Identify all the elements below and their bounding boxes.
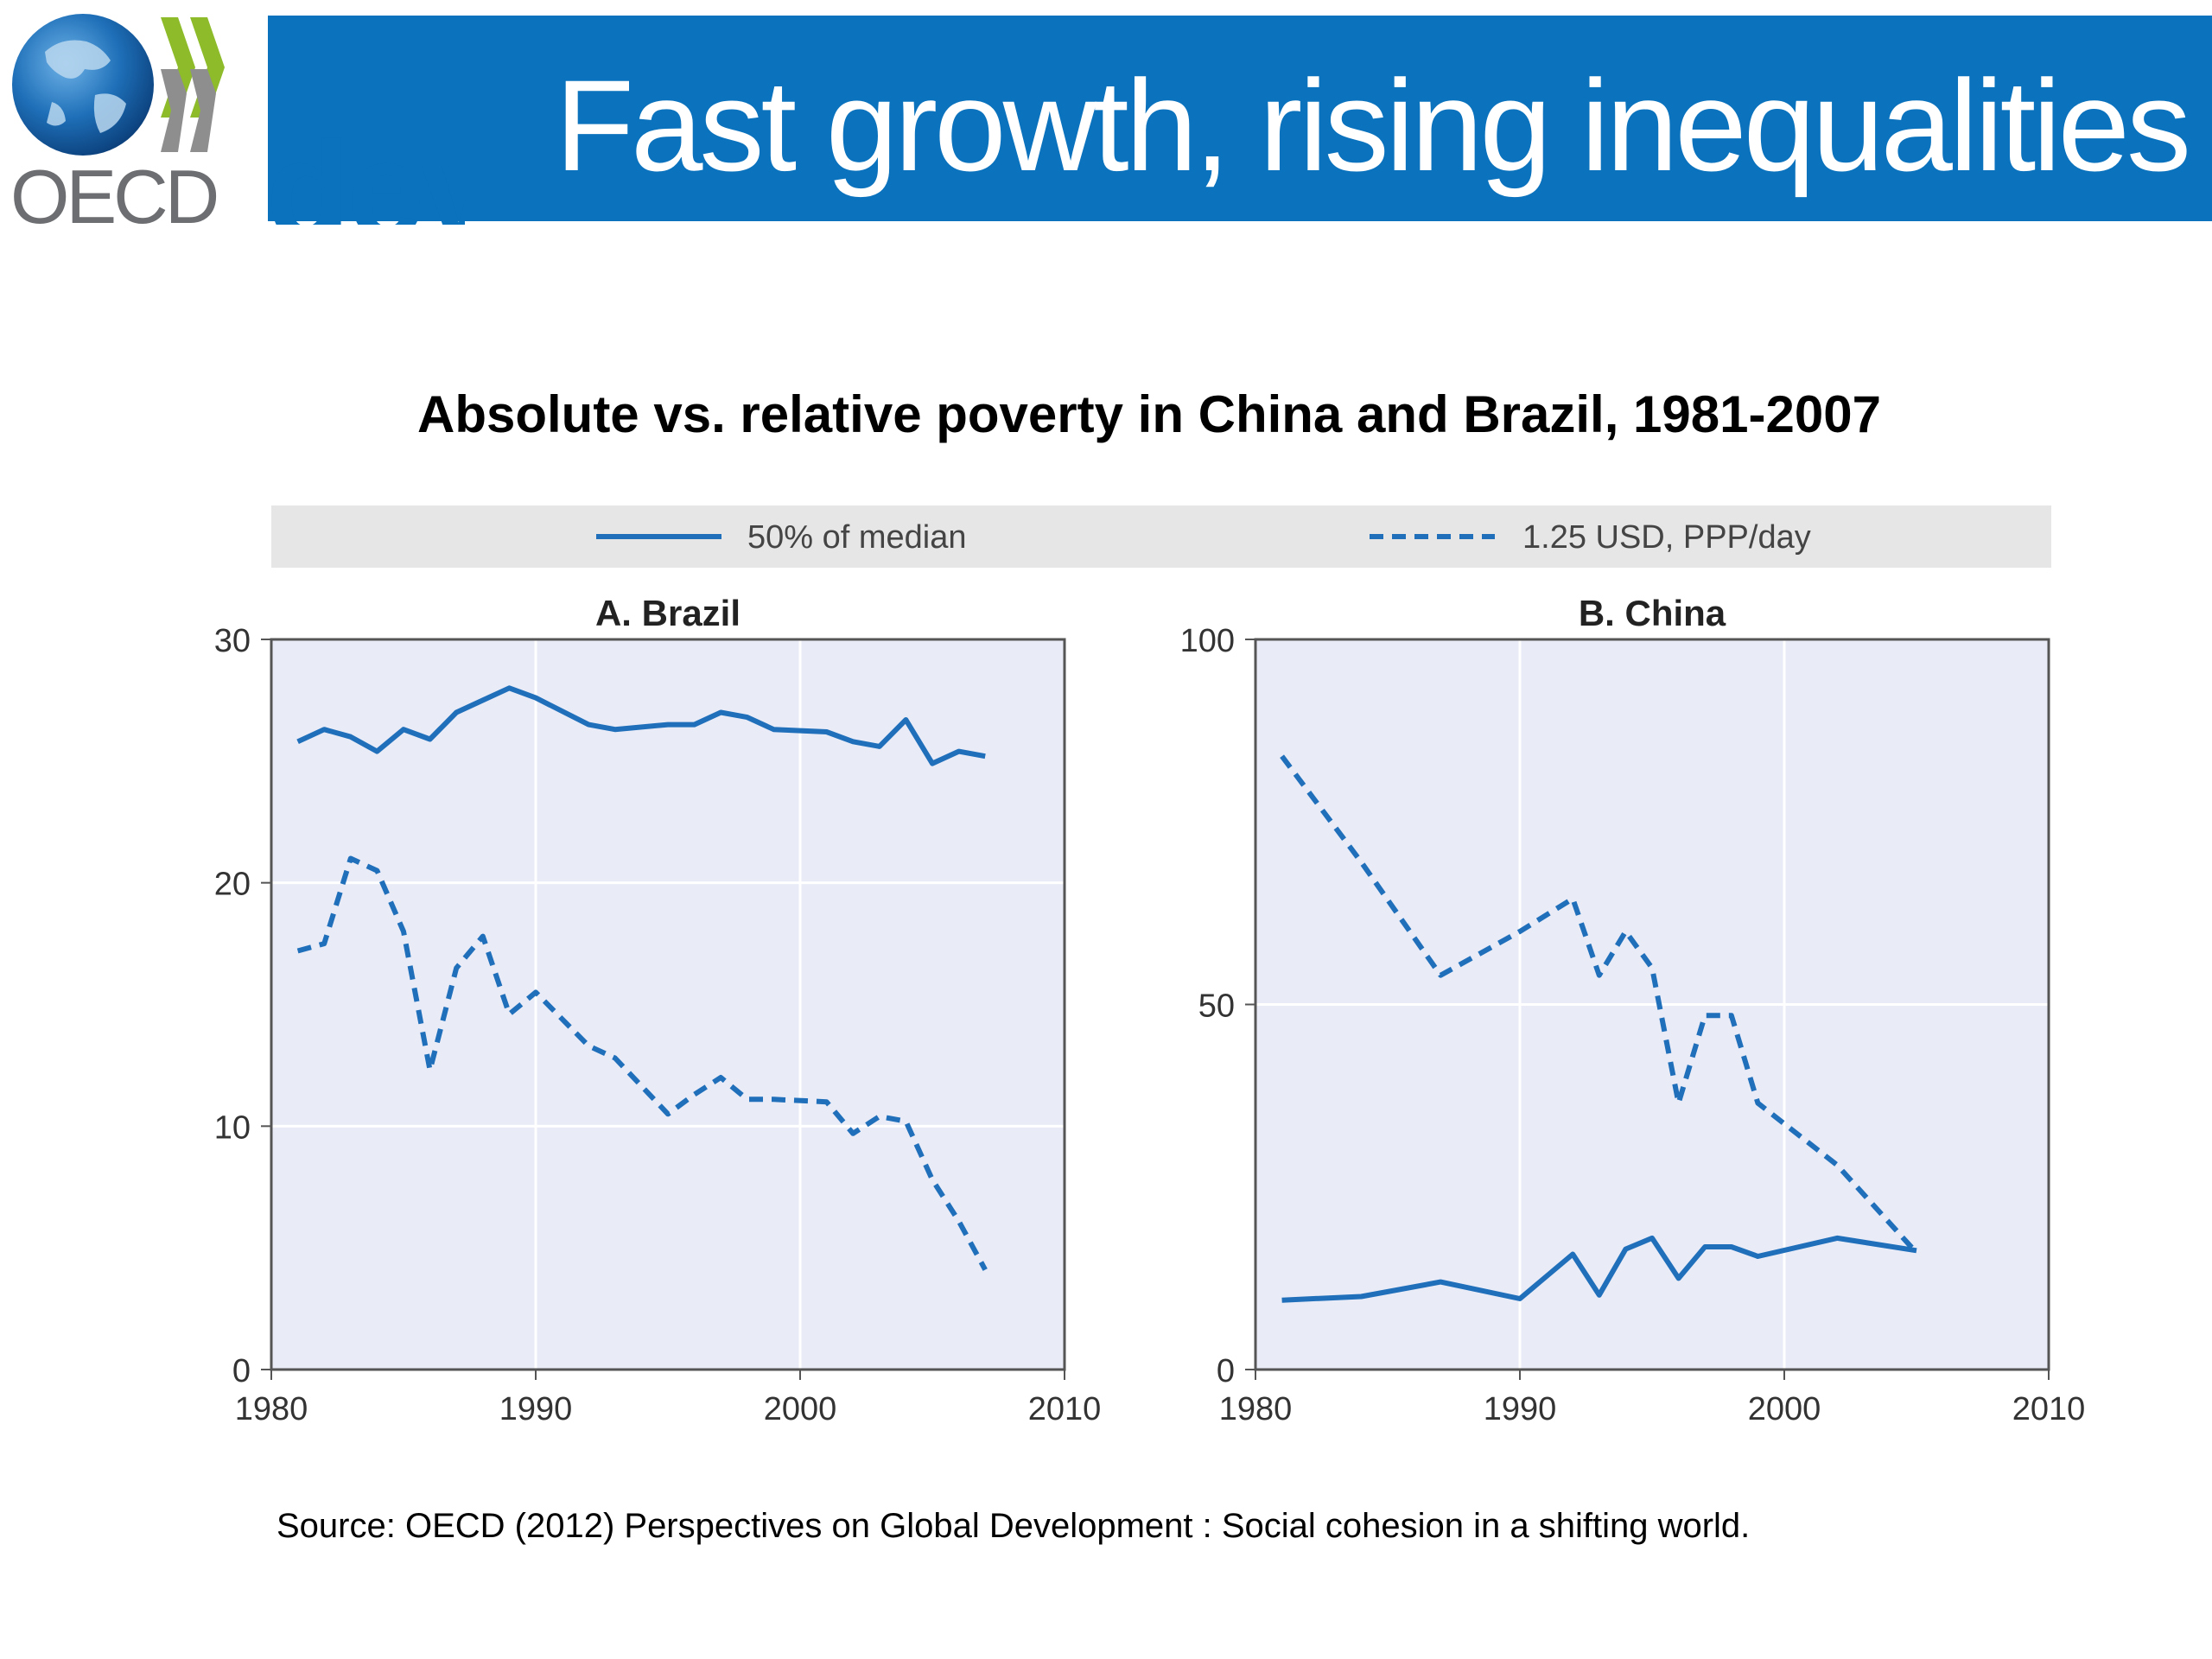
x-tick-label: 2010: [2012, 1391, 2086, 1427]
y-tick-label: 10: [214, 1109, 251, 1146]
y-tick-label: 20: [214, 867, 251, 903]
chevron-icon: [190, 69, 216, 152]
legend-label: 1.25 USD, PPP/day: [1522, 519, 1811, 556]
plot-area: [271, 639, 1065, 1370]
x-tick-label: 1980: [1219, 1391, 1293, 1427]
y-tick-label: 0: [232, 1353, 251, 1389]
x-tick-label: 2010: [1028, 1391, 1102, 1427]
plot-frame: [270, 638, 1066, 1371]
chart-panel-china: 1980 1990 2000 2010 0 50 100 B. China: [1180, 593, 2086, 1427]
y-tick-label: 100: [1180, 623, 1235, 659]
x-tick-label: 1990: [1484, 1391, 1557, 1427]
source-note: Source: OECD (2012) Perspectives on Glob…: [276, 1507, 1751, 1545]
x-tick-label: 2000: [764, 1391, 837, 1427]
plot-frame: [1254, 638, 2050, 1371]
x-tick-label: 1990: [499, 1391, 573, 1427]
panel-title: B. China: [1579, 593, 1726, 633]
chevron-icon: [161, 69, 187, 152]
chart-title: Absolute vs. relative poverty in China a…: [417, 385, 1881, 443]
y-tick-label: 0: [1217, 1353, 1235, 1389]
x-tick-label: 1980: [235, 1391, 308, 1427]
dev-wordmark: dev: [266, 121, 465, 225]
y-tick-label: 30: [214, 623, 251, 659]
header-banner: Fast growth, rising inequalities: [268, 16, 2212, 221]
series-line-usd-ppp: [1280, 754, 1919, 1255]
oecd-logo: OECD: [10, 14, 225, 233]
series-line-median: [1281, 1235, 1917, 1303]
series-line-median: [296, 685, 986, 766]
logo-text: OECD: [10, 154, 217, 233]
panel-title: A. Brazil: [595, 593, 741, 633]
chart-panel-brazil: 1980 1990 2000 2010 0 10 20 30 A. Brazil: [214, 593, 1102, 1427]
y-tick-label: 50: [1198, 988, 1235, 1025]
x-tick-label: 2000: [1748, 1391, 1821, 1427]
legend-box: [271, 505, 2051, 568]
legend-label: 50% of median: [747, 519, 967, 556]
globe-landmass: [45, 40, 126, 133]
page-title: Fast growth, rising inequalities: [555, 53, 2191, 198]
